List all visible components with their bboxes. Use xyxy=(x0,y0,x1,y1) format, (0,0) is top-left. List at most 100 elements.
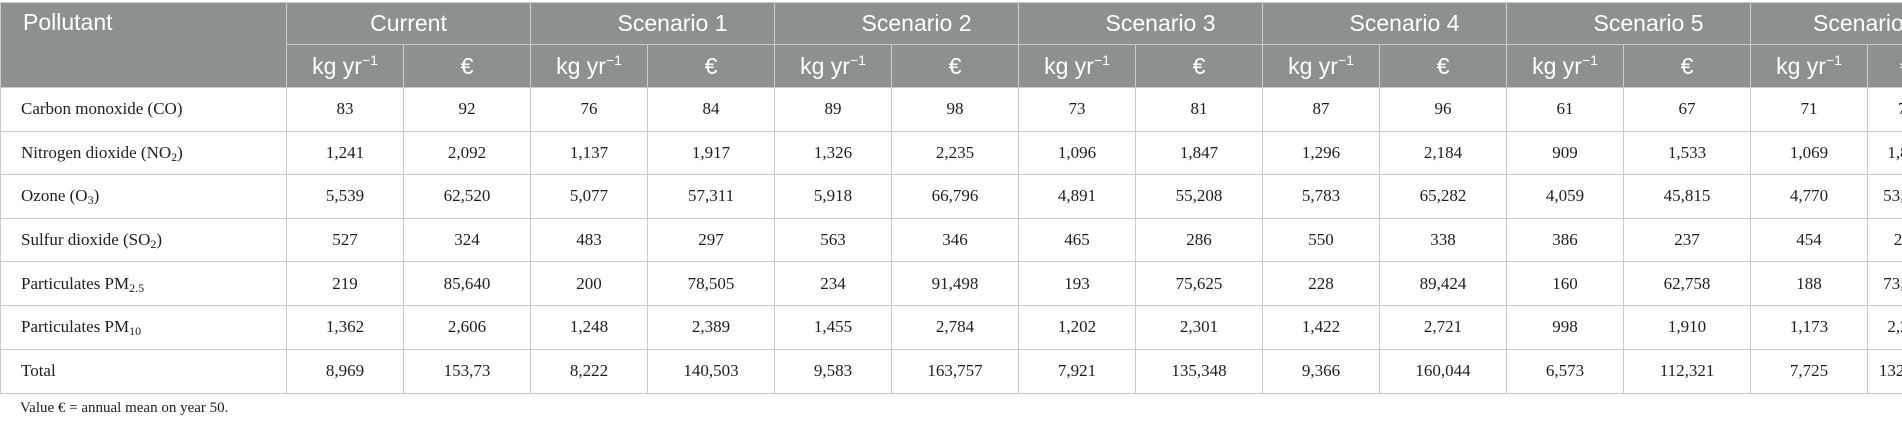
euro-value-cell: 2,301 xyxy=(1135,304,1264,350)
pollutant-subscript: 3 xyxy=(87,193,94,208)
table-row: Total 8,969 153,73 8,222 140,503 9,583 163,757… xyxy=(0,348,1902,394)
unit-header-mass: kg yr−1 xyxy=(286,44,404,88)
mass-value-cell: 1,069 xyxy=(1750,130,1869,176)
euro-value-cell: 66,796 xyxy=(891,174,1020,219)
pollutant-name: Ozone (O xyxy=(21,186,88,206)
euro-value-cell: 62,758 xyxy=(1623,261,1752,306)
mass-value-cell: 465 xyxy=(1018,217,1137,263)
mass-value-cell: 6,573 xyxy=(1506,348,1625,394)
mass-value-cell: 527 xyxy=(286,217,404,263)
mass-value-cell: 4,059 xyxy=(1506,174,1625,219)
table-row: Sulfur dioxide (SO2) 527 324 483 297 563 346 46… xyxy=(0,217,1902,263)
mass-value-cell: 71 xyxy=(1750,87,1869,132)
unit-mass-exponent: −1 xyxy=(1825,51,1842,68)
euro-value-cell: 1,801 xyxy=(1867,130,1902,176)
mass-value-cell: 5,539 xyxy=(286,174,404,219)
group-header-scenario-5: Scenario 5 xyxy=(1506,2,1752,45)
mass-value-cell: 61 xyxy=(1506,87,1625,132)
mass-value-cell: 483 xyxy=(530,217,649,263)
euro-value-cell: 2,244 xyxy=(1867,304,1902,350)
euro-value-cell: 57,311 xyxy=(647,174,776,219)
unit-mass-label: kg yr xyxy=(1044,52,1094,79)
unit-header-mass: kg yr−1 xyxy=(1018,44,1137,88)
mass-value-cell: 87 xyxy=(1262,87,1381,132)
mass-value-cell: 8,222 xyxy=(530,348,649,394)
pollutant-subscript: 2 xyxy=(171,149,178,164)
mass-value-cell: 8,969 xyxy=(286,348,404,394)
pollutant-name-tail: ) xyxy=(93,186,100,206)
mass-value-cell: 7,921 xyxy=(1018,348,1137,394)
euro-value-cell: 163,757 xyxy=(891,348,1020,394)
mass-value-cell: 9,583 xyxy=(774,348,893,394)
unit-header-euro: € xyxy=(647,44,776,88)
mass-value-cell: 5,077 xyxy=(530,174,649,219)
euro-value-cell: 1,910 xyxy=(1623,304,1752,350)
euro-value-cell: 91,498 xyxy=(891,261,1020,306)
unit-header-euro: € xyxy=(1379,44,1508,88)
group-header-scenario-4: Scenario 4 xyxy=(1262,2,1508,45)
group-header-scenario-1: Scenario 1 xyxy=(530,2,776,45)
euro-value-cell: 79 xyxy=(1867,87,1902,132)
unit-header-mass: kg yr−1 xyxy=(530,44,649,88)
mass-value-cell: 4,770 xyxy=(1750,174,1869,219)
euro-value-cell: 2,184 xyxy=(1379,130,1508,176)
euro-value-cell: 1,917 xyxy=(647,130,776,176)
unit-mass-exponent: −1 xyxy=(361,51,378,68)
mass-value-cell: 5,783 xyxy=(1262,174,1381,219)
table-row: Particulates PM10 1,362 2,606 1,248 2,389 1,4… xyxy=(0,304,1902,350)
pollutant-name-cell: Total xyxy=(0,348,287,394)
euro-value-cell: 98 xyxy=(891,87,1020,132)
euro-value-cell: 65,282 xyxy=(1379,174,1508,219)
euro-value-cell: 2,092 xyxy=(402,130,532,176)
euro-value-cell: 84 xyxy=(647,87,776,132)
unit-mass-label: kg yr xyxy=(1288,52,1338,79)
table-row: Particulates PM2.5 219 85,640 200 78,505 234 9… xyxy=(0,261,1902,306)
pollutant-name-cell: Nitrogen dioxide (NO2) xyxy=(0,130,287,176)
unit-mass-label: kg yr xyxy=(556,52,606,79)
euro-value-cell: 132,003 xyxy=(1867,348,1902,394)
pollutant-name: Nitrogen dioxide (NO xyxy=(21,142,172,162)
header-group-row: Pollutant Current Scenario 1 Scenario 2 … xyxy=(0,2,1902,88)
table-row: Nitrogen dioxide (NO2) 1,241 2,092 1,137 1,9… xyxy=(0,130,1902,176)
unit-header-mass: kg yr−1 xyxy=(774,44,893,88)
mass-value-cell: 9,366 xyxy=(1262,348,1381,394)
mass-value-cell: 1,422 xyxy=(1262,304,1381,350)
table-header: Pollutant Current Scenario 1 Scenario 2 … xyxy=(0,2,1902,88)
euro-value-cell: 81 xyxy=(1135,87,1264,132)
pollutant-name-tail: ) xyxy=(177,142,183,162)
euro-value-cell: 2,721 xyxy=(1379,304,1508,350)
mass-value-cell: 1,326 xyxy=(774,130,893,176)
mass-value-cell: 1,096 xyxy=(1018,130,1137,176)
unit-header-mass: kg yr−1 xyxy=(1506,44,1625,88)
mass-value-cell: 563 xyxy=(774,217,893,263)
unit-mass-exponent: −1 xyxy=(1093,51,1110,68)
pollutant-column-header: Pollutant xyxy=(0,2,287,88)
mass-value-cell: 200 xyxy=(530,261,649,306)
euro-value-cell: 75,625 xyxy=(1135,261,1264,306)
unit-header-mass: kg yr−1 xyxy=(1750,44,1869,88)
euro-value-cell: 92 xyxy=(402,87,532,132)
pollutant-name: Sulfur dioxide (SO xyxy=(21,230,151,250)
unit-mass-label: kg yr xyxy=(312,52,362,79)
pollutant-name-cell: Ozone (O3) xyxy=(0,174,287,219)
mass-value-cell: 998 xyxy=(1506,304,1625,350)
euro-value-cell: 96 xyxy=(1379,87,1508,132)
euro-value-cell: 237 xyxy=(1623,217,1752,263)
mass-value-cell: 1,248 xyxy=(530,304,649,350)
unit-header-euro: € xyxy=(1867,44,1902,88)
mass-value-cell: 1,296 xyxy=(1262,130,1381,176)
mass-value-cell: 1,202 xyxy=(1018,304,1137,350)
euro-value-cell: 112,321 xyxy=(1623,348,1752,394)
unit-header-euro: € xyxy=(891,44,1020,88)
euro-value-cell: 67 xyxy=(1623,87,1752,132)
mass-value-cell: 4,891 xyxy=(1018,174,1137,219)
euro-value-cell: 1,533 xyxy=(1623,130,1752,176)
pollutant-subscript: 2.5 xyxy=(129,280,145,295)
mass-value-cell: 234 xyxy=(774,261,893,306)
header-unit-row: kg yr−1 € kg yr−1 € kg yr−1 € kg yr−1 € kg yr−1 €… xyxy=(1,44,1902,88)
euro-value-cell: 89,424 xyxy=(1379,261,1508,306)
mass-value-cell: 73 xyxy=(1018,87,1137,132)
pollutant-name-cell: Particulates PM2.5 xyxy=(0,261,287,306)
group-header-scenario-6: Scenario 6 xyxy=(1750,2,1902,45)
mass-value-cell: 89 xyxy=(774,87,893,132)
